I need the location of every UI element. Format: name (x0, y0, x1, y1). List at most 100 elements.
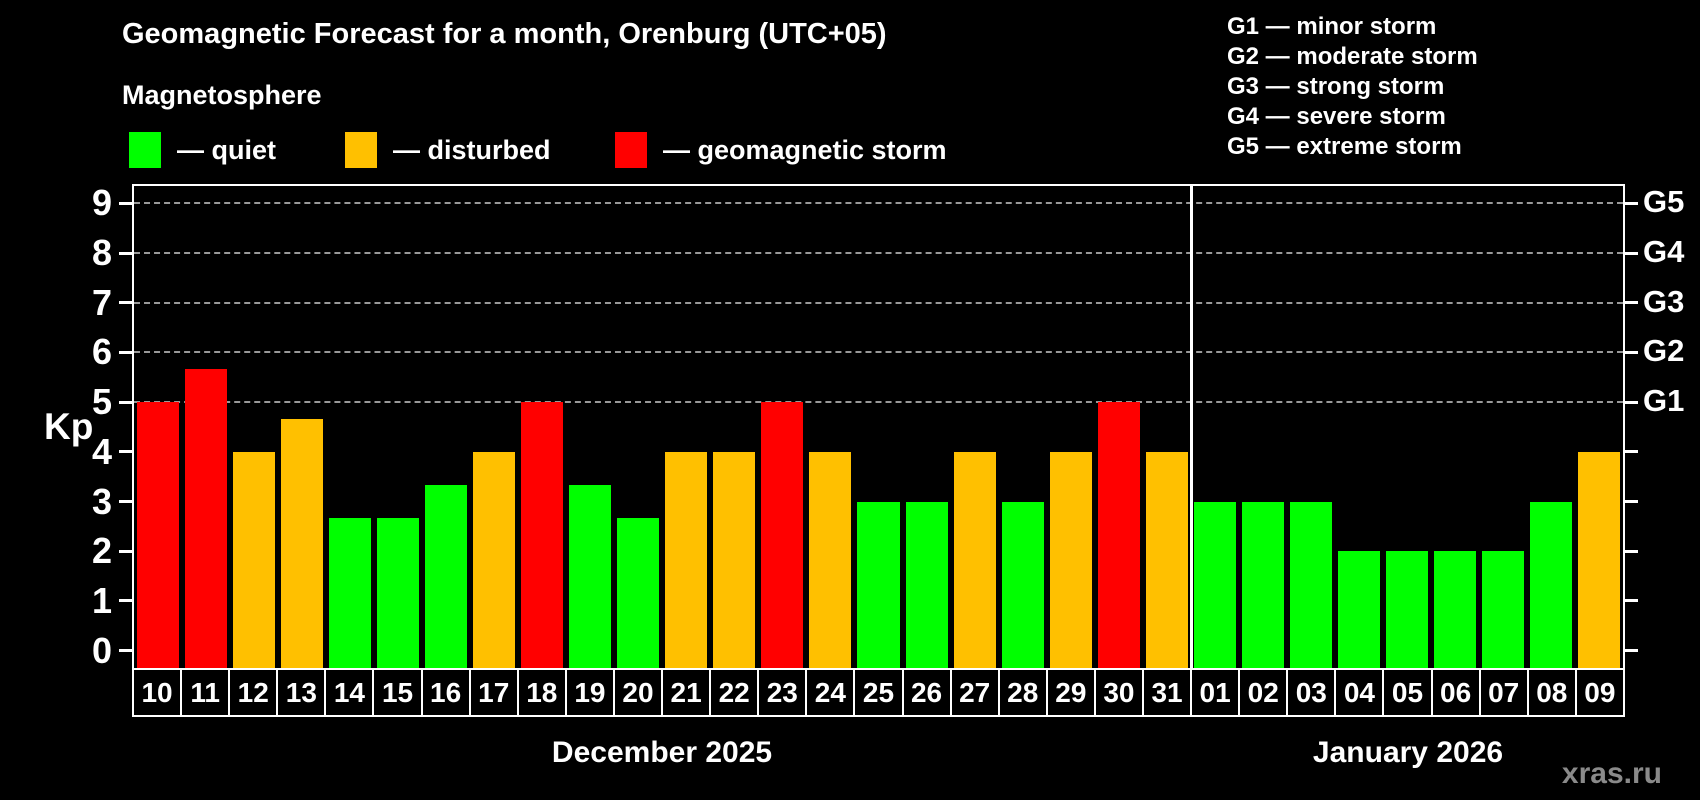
right-axis-label-g4: G4 (1643, 234, 1685, 270)
right-axis-label-g2: G2 (1643, 333, 1685, 369)
kp-bar-day-15 (377, 517, 420, 668)
kp-bar-day-22 (713, 451, 756, 668)
plot-area: 0 1 2 3 4 5 G1 6 G2 7 G3 8 G4 9 G5 (92, 182, 1684, 670)
quiet-color-swatch (129, 132, 161, 168)
day-label-04: 04 (1334, 668, 1385, 717)
kp-bar-day-29 (1049, 451, 1092, 668)
gridline-kp-8 (134, 252, 1623, 255)
kp-bar-day-30 (1097, 402, 1140, 668)
legend-item-quiet: — quiet (129, 131, 276, 169)
right-tick-kp-6 (1625, 350, 1638, 354)
kp-bar-day-14 (329, 517, 372, 668)
right-axis-label-g5: G5 (1643, 184, 1685, 220)
y-tick-label-1: 1 (91, 579, 112, 621)
kp-bar-day-20 (617, 517, 660, 668)
right-tick-kp-1 (1625, 599, 1638, 603)
month-label-december: December 2025 (551, 736, 773, 769)
gridline-kp-5 (134, 401, 1623, 404)
kp-bar-day-06 (1433, 551, 1476, 668)
storm-scale-item-g1: G1 — minor storm (1227, 13, 1437, 40)
kp-bar-day-11 (185, 368, 228, 668)
y-tick-label-5: 5 (91, 381, 112, 423)
day-label-29: 29 (1045, 668, 1096, 717)
y-tick-label-6: 6 (91, 331, 112, 373)
left-tick-kp-5 (119, 400, 132, 404)
kp-bar-day-05 (1385, 551, 1428, 668)
left-tick-kp-2 (119, 549, 132, 553)
right-tick-kp-9 (1625, 201, 1638, 205)
kp-bar-day-10 (137, 402, 180, 668)
day-label-13: 13 (276, 668, 327, 717)
kp-bar-day-25 (857, 501, 900, 668)
right-tick-kp-5 (1625, 400, 1638, 404)
storm-scale-item-g4: G4 — severe storm (1227, 103, 1446, 130)
right-tick-kp-3 (1625, 500, 1638, 504)
right-tick-kp-7 (1625, 301, 1638, 305)
day-label-24: 24 (805, 668, 856, 717)
kp-bar-day-01 (1193, 501, 1236, 668)
storm-scale-item-g5: G5 — extreme storm (1227, 133, 1462, 160)
day-label-02: 02 (1238, 668, 1289, 717)
kp-bar-day-26 (905, 501, 948, 668)
day-label-26: 26 (901, 668, 952, 717)
y-tick-label-4: 4 (91, 430, 112, 472)
left-tick-kp-8 (119, 251, 132, 255)
day-label-08: 08 (1526, 668, 1577, 717)
right-axis-label-g1: G1 (1643, 383, 1685, 419)
y-axis-label: Kp (44, 406, 94, 447)
storm-scale-legend: G1 — minor storm G2 — moderate storm G3 … (1227, 12, 1478, 162)
chart-title: Geomagnetic Forecast for a month, Orenbu… (122, 18, 887, 50)
day-label-03: 03 (1286, 668, 1337, 717)
kp-bar-day-23 (761, 402, 804, 668)
kp-bar-day-04 (1337, 551, 1380, 668)
kp-bar-day-02 (1241, 501, 1284, 668)
y-tick-label-0: 0 (91, 629, 112, 671)
kp-bar-day-12 (233, 451, 276, 668)
left-tick-kp-3 (119, 500, 132, 504)
y-tick-label-3: 3 (91, 480, 112, 522)
day-label-05: 05 (1382, 668, 1433, 717)
chart-subtitle: Magnetosphere (122, 80, 322, 110)
storm-scale-item-g2: G2 — moderate storm (1227, 43, 1478, 70)
day-label-30: 30 (1093, 668, 1144, 717)
legend-label: — geomagnetic storm (663, 134, 947, 165)
day-label-27: 27 (949, 668, 1000, 717)
y-tick-label-2: 2 (91, 530, 112, 572)
month-divider-line (1189, 186, 1193, 668)
kp-bar-day-31 (1145, 451, 1188, 668)
day-label-18: 18 (516, 668, 567, 717)
left-tick-kp-1 (119, 599, 132, 603)
kp-bar-day-07 (1481, 551, 1524, 668)
day-label-16: 16 (420, 668, 471, 717)
kp-bar-day-16 (425, 485, 468, 668)
kp-bar-day-28 (1001, 501, 1044, 668)
day-label-11: 11 (180, 668, 231, 717)
left-tick-kp-6 (119, 350, 132, 354)
kp-bar-day-13 (281, 418, 324, 668)
watermark: xras.ru (1561, 757, 1662, 790)
day-label-10: 10 (132, 668, 183, 717)
left-tick-kp-4 (119, 450, 132, 454)
legend-label: — quiet (177, 134, 276, 165)
y-tick-label-7: 7 (91, 281, 112, 323)
kp-bar-day-17 (473, 451, 516, 668)
day-label-15: 15 (372, 668, 423, 717)
y-tick-label-9: 9 (91, 182, 112, 224)
day-label-09: 09 (1574, 668, 1625, 717)
day-label-23: 23 (757, 668, 808, 717)
kp-bar-day-19 (569, 485, 612, 668)
day-label-07: 07 (1478, 668, 1529, 717)
kp-bar-day-08 (1529, 501, 1572, 668)
right-axis-label-g3: G3 (1643, 283, 1685, 319)
day-label-21: 21 (661, 668, 712, 717)
day-label-31: 31 (1141, 668, 1193, 717)
day-label-06: 06 (1430, 668, 1481, 717)
month-label-january: January 2026 (1312, 736, 1504, 769)
day-label-14: 14 (324, 668, 375, 717)
right-tick-kp-0 (1625, 649, 1638, 653)
day-label-20: 20 (612, 668, 664, 717)
right-tick-kp-2 (1625, 549, 1638, 553)
right-tick-kp-8 (1625, 251, 1638, 255)
day-label-12: 12 (228, 668, 279, 717)
